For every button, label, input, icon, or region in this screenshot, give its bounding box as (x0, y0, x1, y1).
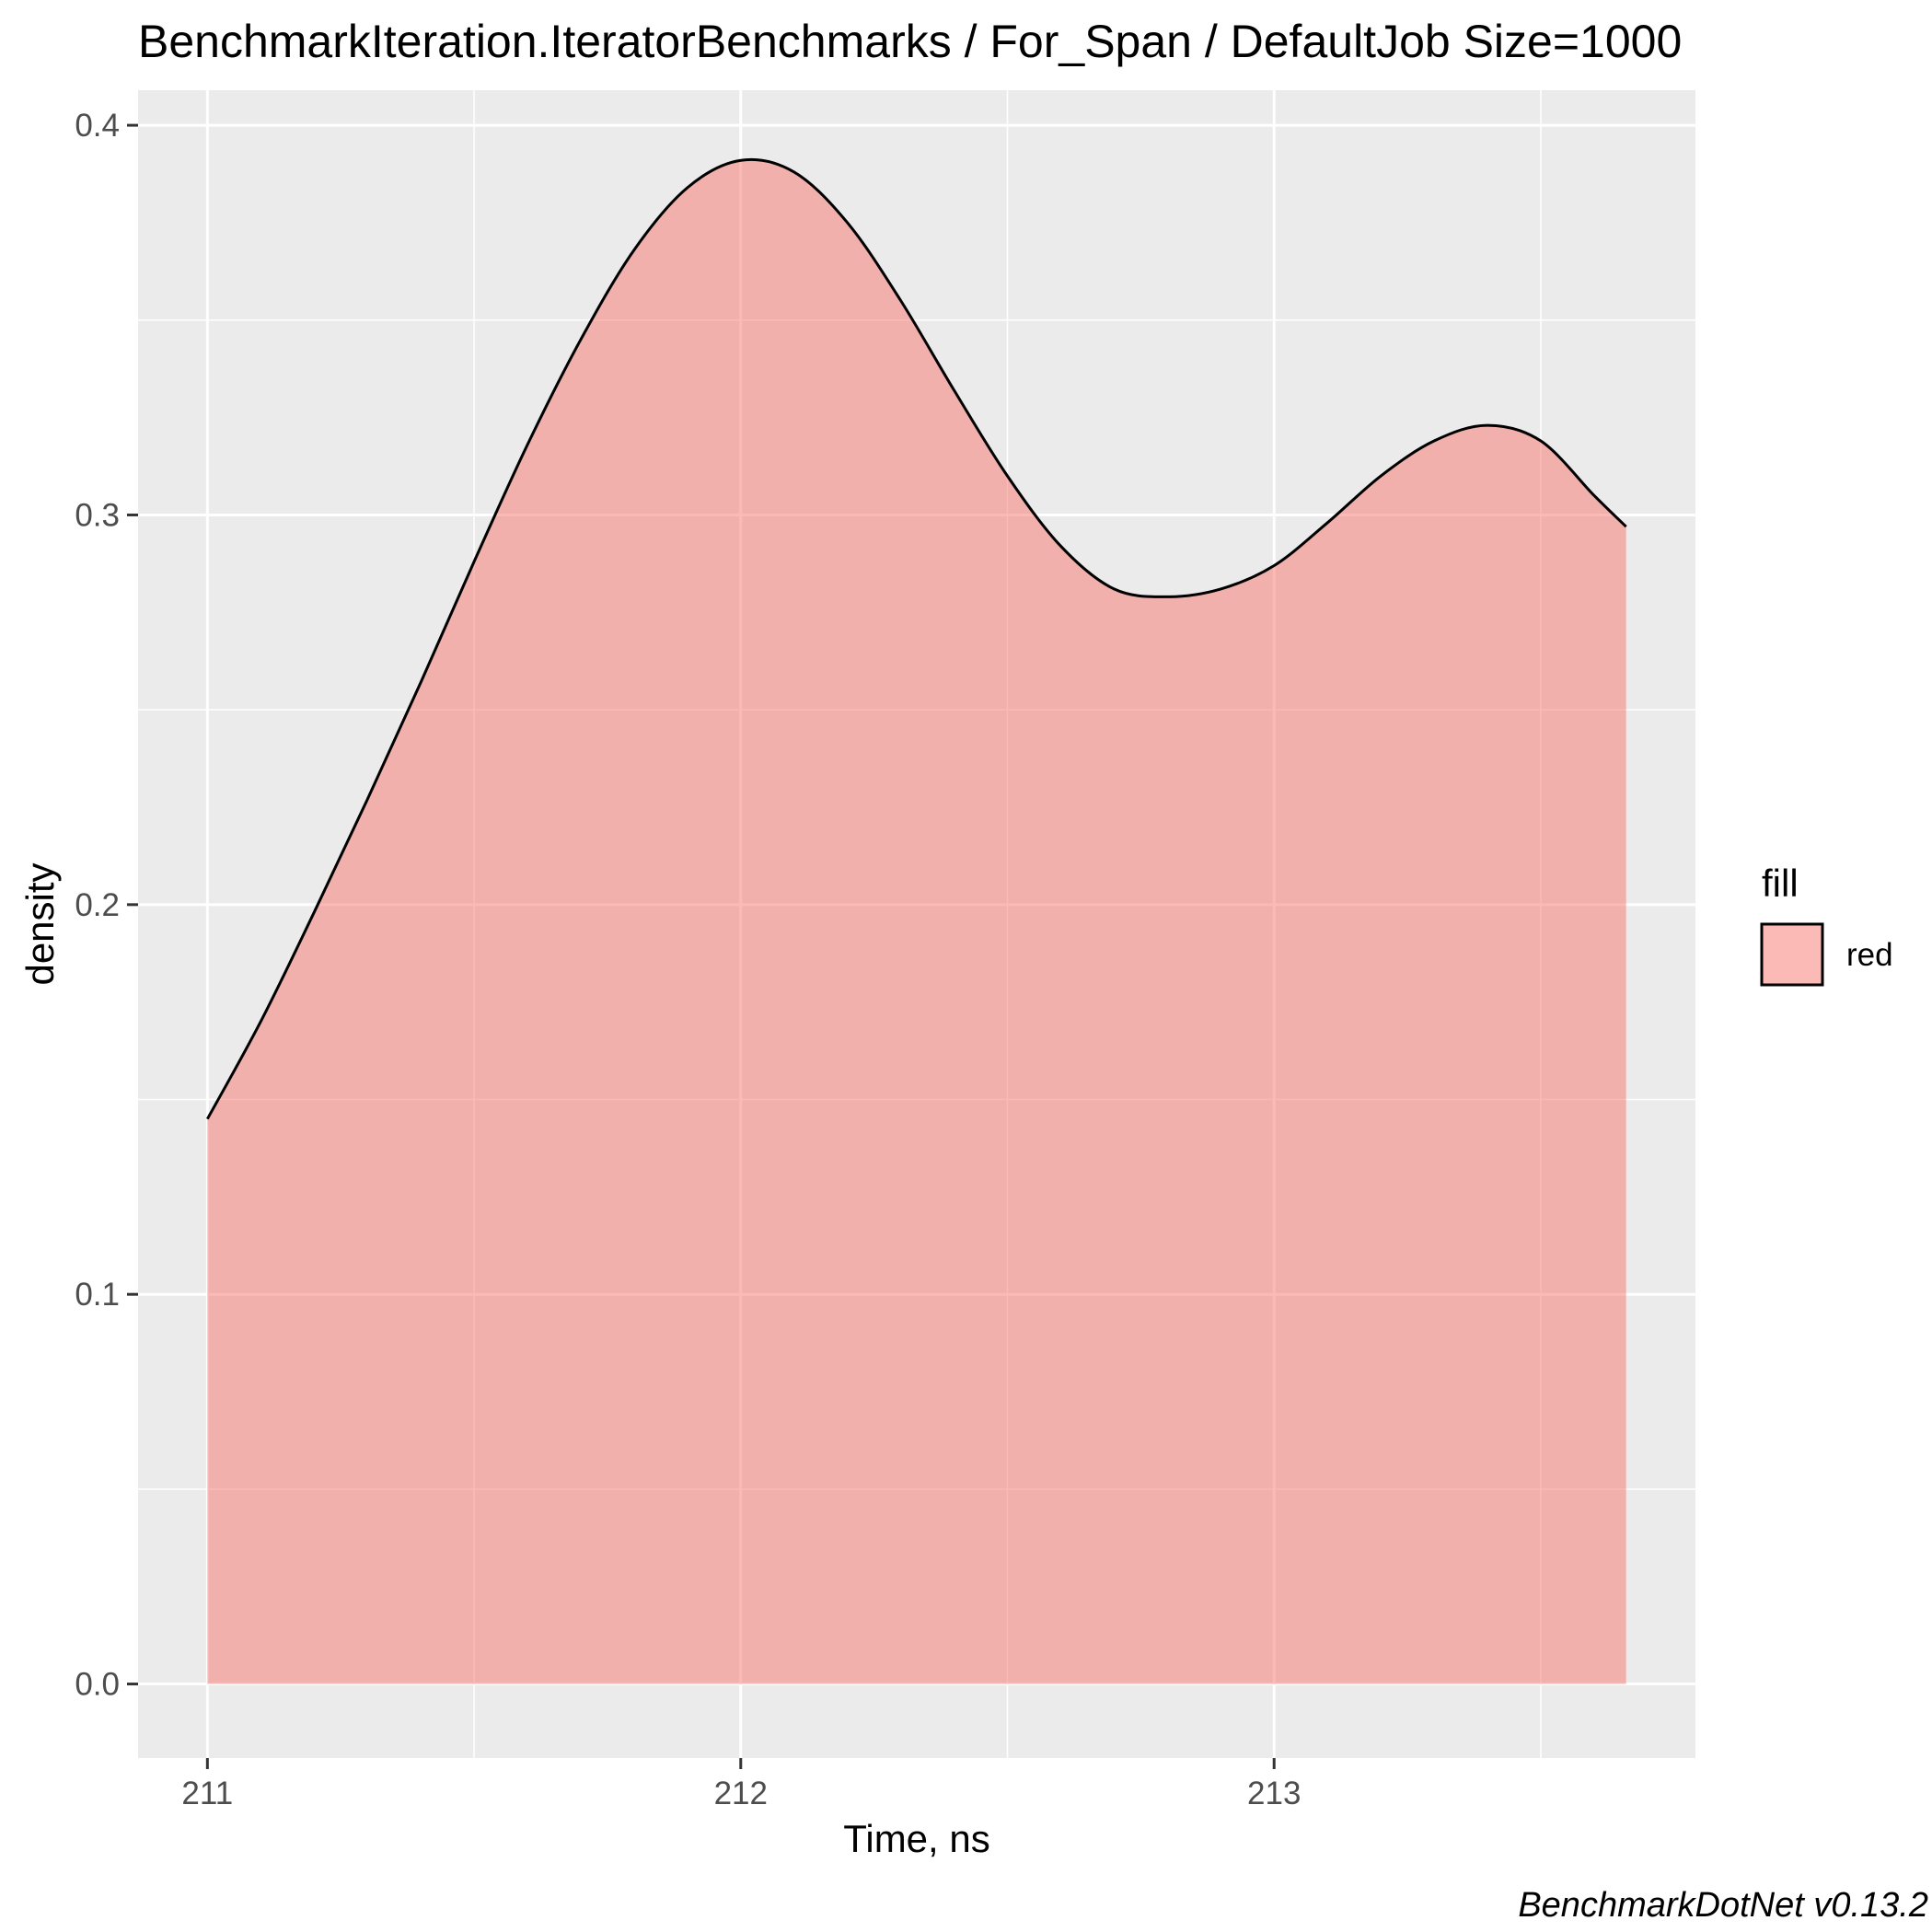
y-tick-label: 0.1 (75, 1277, 120, 1313)
y-axis-title: density (18, 862, 62, 985)
x-tick-label: 211 (181, 1776, 233, 1811)
legend: fill red (1760, 862, 1893, 987)
chart-title: BenchmarkIteration.IteratorBenchmarks / … (138, 16, 1682, 67)
y-tick-label: 0.2 (75, 887, 120, 923)
density-area (207, 159, 1626, 1684)
y-tick-label: 0.0 (75, 1667, 120, 1703)
x-axis-title: Time, ns (843, 1817, 989, 1860)
axes: 211 212 213 0.0 0.1 0.2 0.3 0.4 (75, 108, 1301, 1811)
x-tick-label: 212 (714, 1776, 768, 1811)
legend-key-red (1760, 922, 1824, 987)
y-tick-label: 0.4 (75, 108, 120, 144)
legend-title: fill (1762, 862, 1799, 905)
x-tick-label: 213 (1247, 1776, 1301, 1811)
y-tick-label: 0.3 (75, 497, 120, 533)
density-line (206, 157, 1627, 1120)
legend-label-red: red (1846, 937, 1893, 973)
caption: BenchmarkDotNet v0.13.2 (1518, 1886, 1928, 1925)
